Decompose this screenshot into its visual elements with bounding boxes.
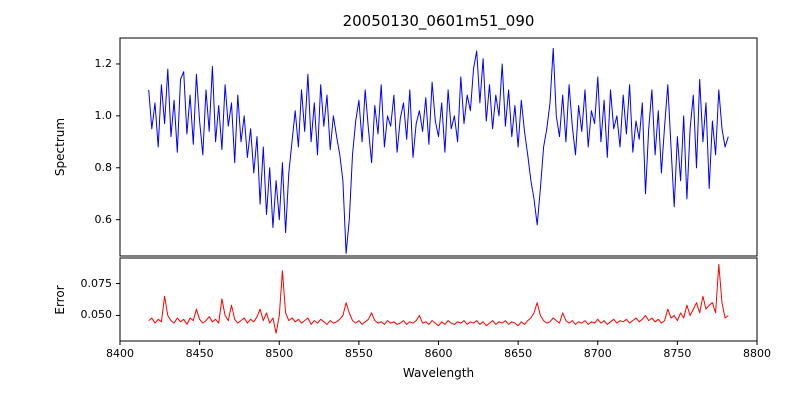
x-tick-label: 8800	[743, 347, 771, 360]
y-tick-label: 1.0	[94, 108, 113, 122]
x-tick-label: 8400	[106, 347, 134, 360]
x-tick-label: 8450	[185, 347, 214, 360]
y-tick-label: 0.6	[94, 212, 113, 226]
x-tick-label: 8750	[663, 347, 692, 360]
spectrum-line	[148, 47, 729, 254]
y-tick-label: 0.050	[80, 308, 113, 322]
x-tick-label: 8550	[344, 347, 373, 360]
x-tick-label: 8700	[583, 347, 612, 360]
x-tick-label: 8500	[265, 347, 294, 360]
y-tick-label: 1.2	[94, 56, 113, 70]
x-tick-label: 8600	[424, 347, 453, 360]
x-tick-label: 8650	[504, 347, 533, 360]
y-tick-label: 0.075	[80, 276, 113, 290]
spectrum-panel-frame	[119, 37, 758, 257]
chart-title: 20050130_0601m51_090	[342, 12, 535, 30]
y-tick-label: 0.8	[94, 160, 113, 174]
x-axis-label: Wavelength	[402, 366, 475, 380]
error-panel-frame	[119, 257, 758, 342]
error-line	[148, 263, 729, 334]
